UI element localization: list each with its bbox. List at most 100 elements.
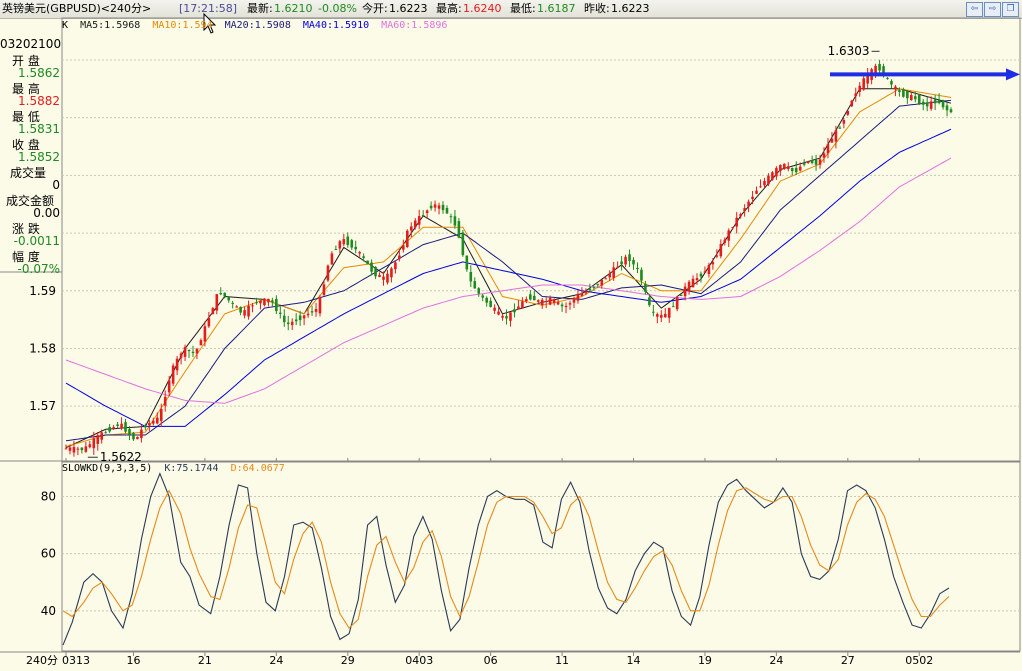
candle-body <box>644 283 647 292</box>
candle-body <box>469 271 473 282</box>
candle-body <box>640 269 643 281</box>
candle-body <box>290 321 294 326</box>
x-tick-label: 06 <box>484 654 498 667</box>
candle-body <box>243 310 246 316</box>
candle-body <box>886 77 889 79</box>
candle-body <box>525 299 528 302</box>
candle-body <box>854 93 858 97</box>
candle-body <box>521 301 524 308</box>
info-range-label: 幅 度 <box>12 250 40 264</box>
restore-window-icon[interactable]: ❐ <box>1002 2 1019 17</box>
candle-body <box>747 201 750 207</box>
ma5-legend: MA5:1.5968 <box>80 20 141 31</box>
x-tick-label: 24 <box>769 654 783 667</box>
candle-body <box>509 312 512 321</box>
candle-body <box>604 278 608 280</box>
candle-body <box>913 96 917 100</box>
ma60-legend: MA60:1.5896 <box>381 20 448 31</box>
candle-body <box>215 294 219 311</box>
candle-body <box>112 427 115 429</box>
candle-body <box>929 101 933 109</box>
kd-panel-frame <box>61 461 1021 652</box>
candle-body <box>838 127 842 129</box>
candle-body <box>532 295 536 301</box>
candle-body <box>481 295 485 298</box>
candle-body <box>203 326 207 342</box>
kd-tick-label: 40 <box>41 604 56 618</box>
info-low-label: 最 低 <box>12 110 40 124</box>
candle-body <box>878 63 881 71</box>
high-value: 1.6240 <box>463 2 502 15</box>
candle-body <box>191 351 195 354</box>
candle-body <box>648 297 651 306</box>
candle-body <box>406 230 409 247</box>
high-annotation: 1.6303 <box>828 44 870 58</box>
candle-body <box>727 230 731 241</box>
x-tick-label: 0403 <box>405 654 433 667</box>
candle-body <box>286 322 290 325</box>
candle-body <box>882 66 885 76</box>
info-close-value: 1.5852 <box>18 150 60 164</box>
candle-body <box>159 408 163 421</box>
candle-body <box>529 294 532 300</box>
candle-body <box>175 358 179 371</box>
candle-body <box>80 447 84 451</box>
candle-body <box>830 138 834 143</box>
candle-body <box>255 302 258 304</box>
price-tick-label: 1.59 <box>29 284 56 298</box>
k-value-label: K:75.1744 <box>164 463 219 474</box>
candle-body <box>108 427 111 432</box>
candle-body <box>271 300 274 303</box>
candle-body <box>342 239 346 245</box>
candle-body <box>560 304 564 307</box>
candle-body <box>497 311 500 315</box>
candle-body <box>263 298 266 306</box>
candle-body <box>517 306 520 310</box>
kd-title: SLOWKD(9,3,3,5) <box>62 463 153 474</box>
back-arrow-icon[interactable]: ⇦ <box>966 2 983 17</box>
candle-body <box>453 216 457 226</box>
moving-averages <box>65 88 952 449</box>
candle-body <box>933 99 937 104</box>
kd-legend: SLOWKD(9,3,3,5) K:75.1744 D:64.0677 <box>62 463 285 474</box>
candle-body <box>794 167 798 173</box>
candle-body <box>282 315 286 323</box>
forward-arrow-icon[interactable]: ⇨ <box>984 2 1001 17</box>
candle-body <box>120 423 123 429</box>
candle-body <box>473 281 477 289</box>
ma60-line <box>65 157 952 404</box>
candle-body <box>163 396 167 406</box>
candle-body <box>592 286 596 288</box>
candle-body <box>616 266 619 268</box>
candle-body <box>136 436 139 440</box>
candle-body <box>711 262 715 265</box>
x-tick-label: 27 <box>841 654 855 667</box>
candle-body <box>338 241 342 249</box>
candle-body <box>96 435 100 444</box>
candle-body <box>703 271 707 273</box>
candle-body <box>298 315 302 321</box>
candle-body <box>247 305 250 317</box>
candle-body <box>576 294 580 301</box>
candle-body <box>358 252 361 254</box>
price-tick-label: 1.57 <box>29 399 56 413</box>
ma10-line <box>65 88 952 448</box>
mouse-cursor-icon <box>203 12 217 34</box>
candle-body <box>771 172 774 180</box>
x-tick-label: 24 <box>269 654 283 667</box>
candle-body <box>842 119 846 124</box>
candle-body <box>763 180 766 186</box>
x-tick-label: 16 <box>126 654 140 667</box>
candle-body <box>179 353 183 358</box>
candle-body <box>755 190 758 194</box>
candle-body <box>917 95 921 104</box>
k-legend: K <box>62 20 69 31</box>
candle-body <box>786 166 790 170</box>
candle-body <box>144 425 147 428</box>
candle-body <box>834 130 838 142</box>
candle-body <box>536 300 540 302</box>
candle-body <box>600 279 604 286</box>
k-series-line <box>62 472 950 646</box>
candle-body <box>501 315 504 318</box>
